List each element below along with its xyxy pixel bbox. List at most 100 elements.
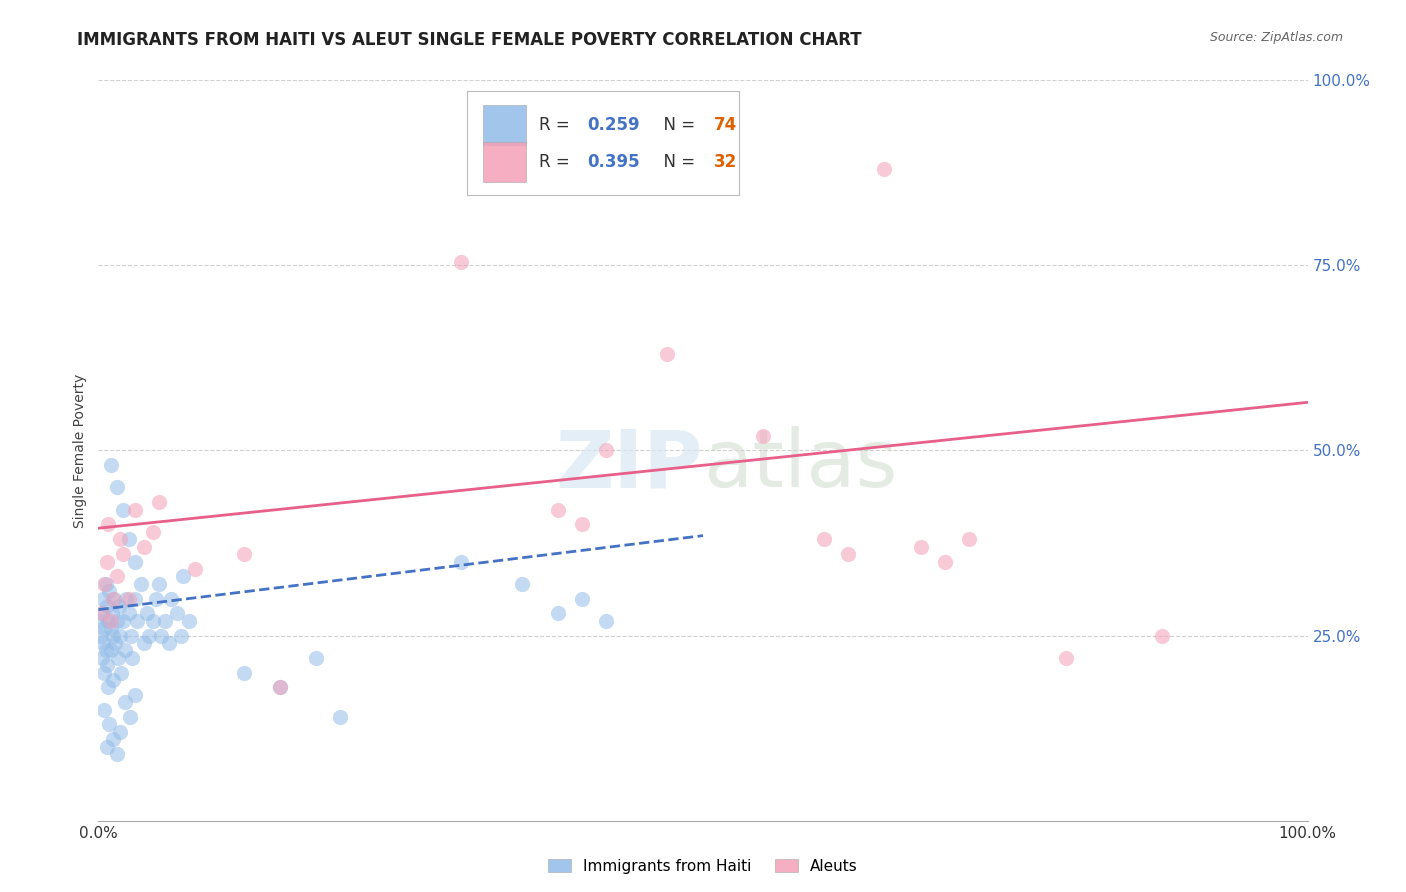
Point xyxy=(93,576,115,591)
Point xyxy=(232,547,254,561)
Point xyxy=(94,643,117,657)
Point xyxy=(105,614,128,628)
Point xyxy=(837,547,859,561)
Point xyxy=(108,599,131,613)
Point xyxy=(510,95,533,110)
Text: 32: 32 xyxy=(714,153,737,170)
Point xyxy=(169,628,191,642)
Point xyxy=(97,681,120,695)
Point xyxy=(91,607,114,621)
Text: atlas: atlas xyxy=(703,426,897,504)
Point xyxy=(111,614,134,628)
Point xyxy=(135,607,157,621)
Point xyxy=(91,591,114,606)
Point xyxy=(1152,628,1174,642)
Point xyxy=(118,710,141,724)
Point xyxy=(148,495,170,509)
Point xyxy=(157,636,180,650)
Point xyxy=(96,658,118,673)
Point xyxy=(108,724,131,739)
Text: N =: N = xyxy=(654,153,700,170)
Point xyxy=(752,428,775,442)
Text: 74: 74 xyxy=(714,116,737,134)
Point xyxy=(124,502,146,516)
Point xyxy=(98,584,121,599)
Point xyxy=(104,636,127,650)
Point xyxy=(118,533,141,547)
Point xyxy=(90,628,112,642)
FancyBboxPatch shape xyxy=(482,142,526,182)
Point xyxy=(107,650,129,665)
Point xyxy=(96,599,118,613)
Point xyxy=(934,555,956,569)
Point xyxy=(184,562,207,576)
Point xyxy=(329,710,352,724)
Point xyxy=(124,591,146,606)
Text: R =: R = xyxy=(538,116,575,134)
Point xyxy=(120,628,142,642)
Point xyxy=(89,614,111,628)
Point xyxy=(93,703,115,717)
Point xyxy=(571,517,593,532)
Point xyxy=(910,540,932,554)
Point xyxy=(105,747,128,761)
Point xyxy=(111,547,134,561)
Text: IMMIGRANTS FROM HAITI VS ALEUT SINGLE FEMALE POVERTY CORRELATION CHART: IMMIGRANTS FROM HAITI VS ALEUT SINGLE FE… xyxy=(77,31,862,49)
Point xyxy=(138,628,160,642)
Text: 0.259: 0.259 xyxy=(586,116,640,134)
Point xyxy=(100,458,122,473)
Text: ZIP: ZIP xyxy=(555,426,703,504)
Point xyxy=(269,681,291,695)
Point xyxy=(179,614,201,628)
Point xyxy=(148,576,170,591)
Point xyxy=(134,540,156,554)
Point xyxy=(124,688,146,702)
Point xyxy=(100,643,122,657)
Point xyxy=(166,607,188,621)
Point xyxy=(91,607,114,621)
Point xyxy=(547,607,569,621)
Point xyxy=(93,665,115,680)
Point xyxy=(129,576,152,591)
Point xyxy=(142,524,165,539)
Point xyxy=(595,614,617,628)
Point xyxy=(510,576,533,591)
Point xyxy=(547,502,569,516)
Point xyxy=(127,614,149,628)
Point xyxy=(150,628,173,642)
Point xyxy=(118,591,141,606)
Point xyxy=(97,614,120,628)
Point xyxy=(305,650,328,665)
Point xyxy=(269,681,291,695)
Point xyxy=(96,739,118,754)
Point xyxy=(114,695,136,709)
Point xyxy=(124,555,146,569)
Point xyxy=(145,591,167,606)
Point xyxy=(108,628,131,642)
Legend: Immigrants from Haiti, Aleuts: Immigrants from Haiti, Aleuts xyxy=(543,853,863,880)
Point xyxy=(108,533,131,547)
Point xyxy=(114,643,136,657)
Point xyxy=(101,591,124,606)
Point xyxy=(105,569,128,583)
Point xyxy=(105,480,128,494)
Point xyxy=(655,347,678,361)
Point xyxy=(100,621,122,635)
Point xyxy=(153,614,176,628)
Point xyxy=(91,650,114,665)
Point xyxy=(115,591,138,606)
Point xyxy=(142,614,165,628)
Point xyxy=(98,717,121,731)
Point xyxy=(103,591,125,606)
Y-axis label: Single Female Poverty: Single Female Poverty xyxy=(73,374,87,527)
Point xyxy=(100,607,122,621)
Point xyxy=(813,533,835,547)
Point xyxy=(94,576,117,591)
Point xyxy=(118,607,141,621)
Point xyxy=(450,555,472,569)
Text: R =: R = xyxy=(538,153,575,170)
Point xyxy=(232,665,254,680)
Point xyxy=(957,533,980,547)
Point xyxy=(96,555,118,569)
Point xyxy=(110,665,132,680)
